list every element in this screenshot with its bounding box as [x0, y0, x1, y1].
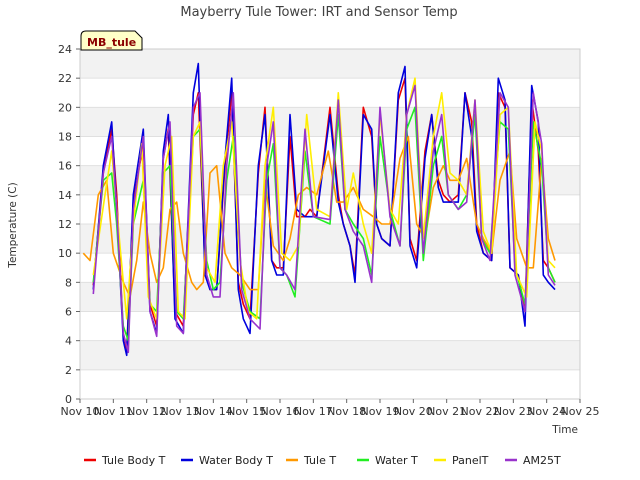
y-tick-label: 14 [58, 189, 72, 202]
x-tick-label: Nov 17 [294, 405, 333, 418]
band-14 [80, 165, 580, 195]
series-layer [82, 62, 556, 357]
band-6 [80, 282, 580, 312]
chart-title: Mayberry Tule Tower: IRT and Sensor Temp [180, 5, 457, 20]
y-tick-label: 24 [58, 43, 72, 56]
x-tick-label: Nov 16 [261, 405, 300, 418]
y-tick-label: 6 [65, 306, 72, 319]
band-22 [80, 49, 580, 79]
band-2 [80, 340, 580, 370]
x-tick-label: Nov 22 [461, 405, 500, 418]
series-line-panelt [92, 77, 556, 320]
band-10 [80, 224, 580, 254]
legend-label-water-body-t: Water Body T [199, 454, 273, 467]
x-tick-label: Nov 19 [361, 405, 400, 418]
x-tick-label: Nov 12 [127, 405, 166, 418]
y-tick-label: 4 [65, 335, 72, 348]
x-tick-label: Nov 14 [194, 405, 233, 418]
y-tick-label: 22 [58, 72, 72, 85]
legend-label-tule-t: Tule T [303, 454, 336, 467]
y-tick-label: 10 [58, 247, 72, 260]
y-tick-label: 12 [58, 218, 72, 231]
legend-label-tule-body-t: Tule Body T [101, 454, 166, 467]
x-tick-label: Nov 23 [494, 405, 533, 418]
y-axis-label: Temperature (C) [7, 182, 19, 268]
station-badge: MB_tule [80, 30, 143, 51]
y-tick-label: 20 [58, 101, 72, 114]
y-tick-label: 18 [58, 131, 72, 144]
legend-label-am25t: AM25T [523, 454, 561, 467]
x-tick-label: Nov 11 [94, 405, 133, 418]
legend-label-panelt: PanelT [452, 454, 489, 467]
legend: Tule Body T Water Body T Tule T Water T Pane… [84, 454, 561, 467]
x-tick-label: Nov 20 [394, 405, 433, 418]
x-tick-label: Nov 18 [327, 405, 366, 418]
x-tick-label: Nov 24 [527, 405, 566, 418]
y-tick-label: 0 [65, 393, 72, 406]
series-line-am25t [92, 84, 556, 354]
x-tick-label: Nov 25 [561, 405, 600, 418]
x-tick-label: Nov 21 [427, 405, 466, 418]
series-line-tule-t [82, 135, 556, 298]
x-tick-label: Nov 15 [227, 405, 266, 418]
y-tick-label: 8 [65, 276, 72, 289]
x-tick-label: Nov 10 [61, 405, 100, 418]
x-axis-label: Time [551, 424, 578, 436]
station-badge-label: MB_tule [87, 36, 136, 49]
y-tick-label: 16 [58, 160, 72, 173]
y-tick-label: 2 [65, 364, 72, 377]
legend-label-water-t: Water T [375, 454, 418, 467]
x-tick-label: Nov 13 [161, 405, 200, 418]
